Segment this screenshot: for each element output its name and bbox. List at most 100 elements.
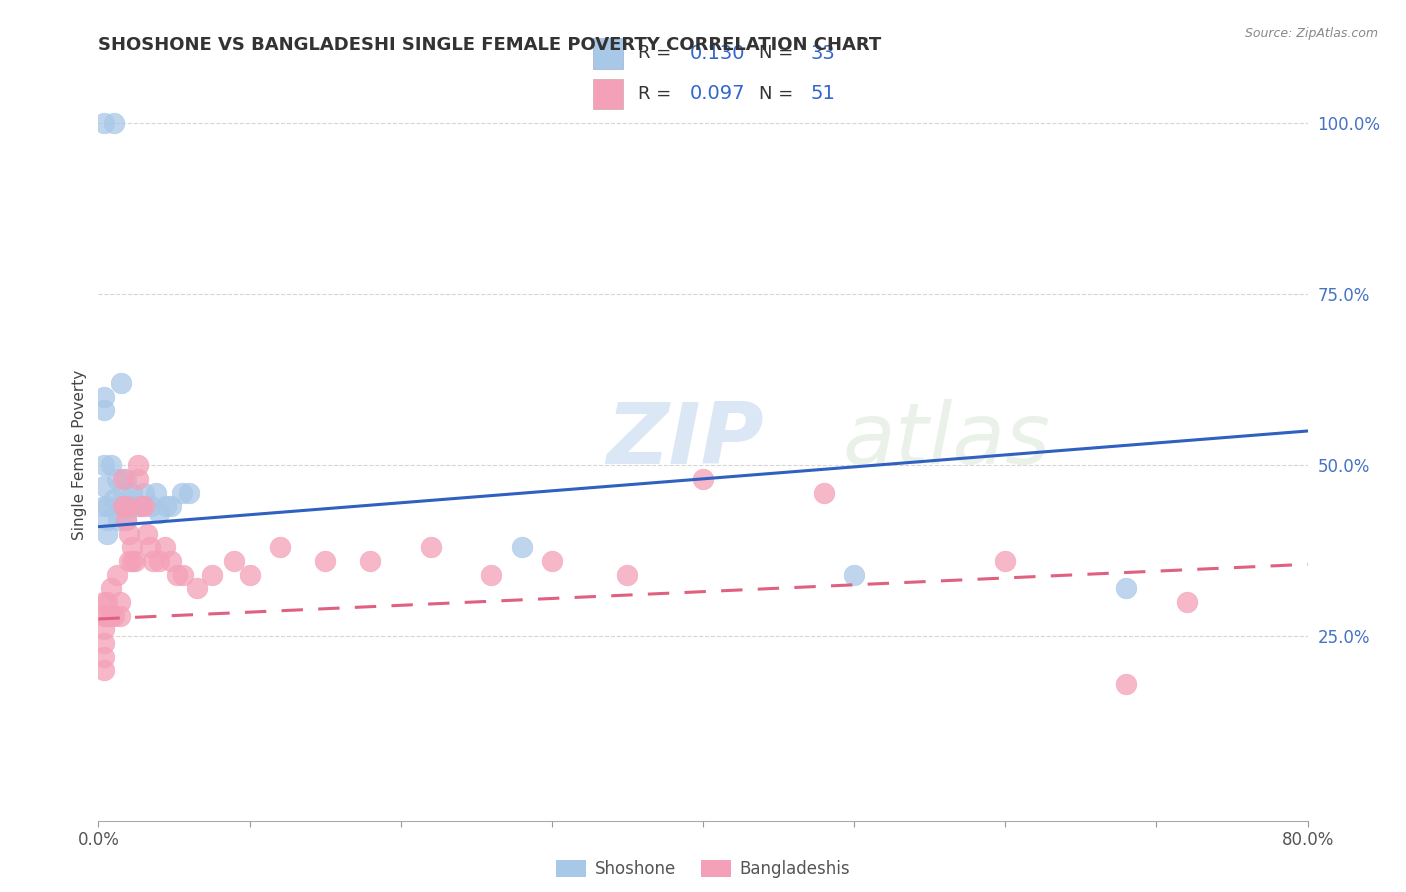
Point [96,608,118,623]
Point [100,581,122,595]
Point [481,567,503,582]
Point [105,567,128,582]
Bar [592,38,623,69]
Point [111,485,134,500]
Point [127,472,149,486]
Point [93,403,115,417]
Point [93,622,115,636]
Point [1175,595,1198,609]
Point [148,506,170,520]
Point [118,554,141,568]
Point [118,526,141,541]
Point [100,608,122,623]
Point [153,540,176,554]
Point [93,116,115,130]
Point [360,554,382,568]
Point [148,554,170,568]
Point [114,499,136,513]
Point [96,513,118,527]
Point [121,499,143,513]
Point [186,581,208,595]
Point [1115,677,1137,691]
Text: Source: ZipAtlas.com: Source: ZipAtlas.com [1244,27,1378,40]
Point [110,376,132,391]
Point [121,485,143,500]
Point [100,458,122,472]
Point [510,540,533,554]
Point [108,608,131,623]
Legend: Shoshone, Bangladeshis: Shoshone, Bangladeshis [557,860,849,878]
Point [93,390,115,404]
Point [111,499,134,513]
Point [114,513,136,527]
Point [239,567,262,582]
Text: 0.130: 0.130 [689,44,745,62]
Y-axis label: Single Female Poverty: Single Female Poverty [72,370,87,540]
Point [93,663,115,677]
Point [105,472,128,486]
Point [103,608,125,623]
Point [269,540,291,554]
Point [114,513,136,527]
Text: 0.097: 0.097 [689,85,745,103]
Point [160,554,183,568]
Point [93,458,115,472]
Text: N =: N = [759,45,799,62]
Point [108,595,131,609]
Point [201,567,224,582]
Point [813,485,835,500]
Point [96,526,118,541]
Point [93,649,115,664]
Point [96,499,118,513]
Point [172,567,194,582]
Point [127,458,149,472]
Point [114,472,136,486]
Point [93,636,115,650]
Point [1115,581,1137,595]
Bar [592,78,623,109]
Point [93,478,115,492]
Point [124,554,146,568]
Text: ZIP: ZIP [606,399,763,482]
Point [129,499,152,513]
Point [179,485,201,500]
Point [132,499,155,513]
Text: atlas: atlas [842,399,1050,482]
Point [107,513,129,527]
Text: 33: 33 [810,44,835,62]
Point [692,472,714,486]
Point [155,499,177,513]
Text: SHOSHONE VS BANGLADESHI SINGLE FEMALE POVERTY CORRELATION CHART: SHOSHONE VS BANGLADESHI SINGLE FEMALE PO… [98,36,882,54]
Text: R =: R = [638,45,676,62]
Point [111,472,134,486]
Point [103,116,125,130]
Point [121,554,143,568]
Point [540,554,562,568]
Point [224,554,246,568]
Point [145,485,167,500]
Point [844,567,866,582]
Point [141,499,163,513]
Point [166,567,188,582]
Point [111,499,134,513]
Point [142,554,165,568]
Point [170,485,193,500]
Point [103,492,125,507]
Point [127,499,149,513]
Point [160,499,183,513]
Point [132,485,155,500]
Point [96,595,118,609]
Point [93,608,115,623]
Point [93,499,115,513]
Text: 51: 51 [810,85,835,103]
Point [420,540,443,554]
Point [616,567,638,582]
Point [135,526,157,541]
Point [93,595,115,609]
Text: R =: R = [638,85,676,103]
Point [994,554,1017,568]
Point [121,540,143,554]
Text: N =: N = [759,85,799,103]
Point [314,554,336,568]
Point [139,540,162,554]
